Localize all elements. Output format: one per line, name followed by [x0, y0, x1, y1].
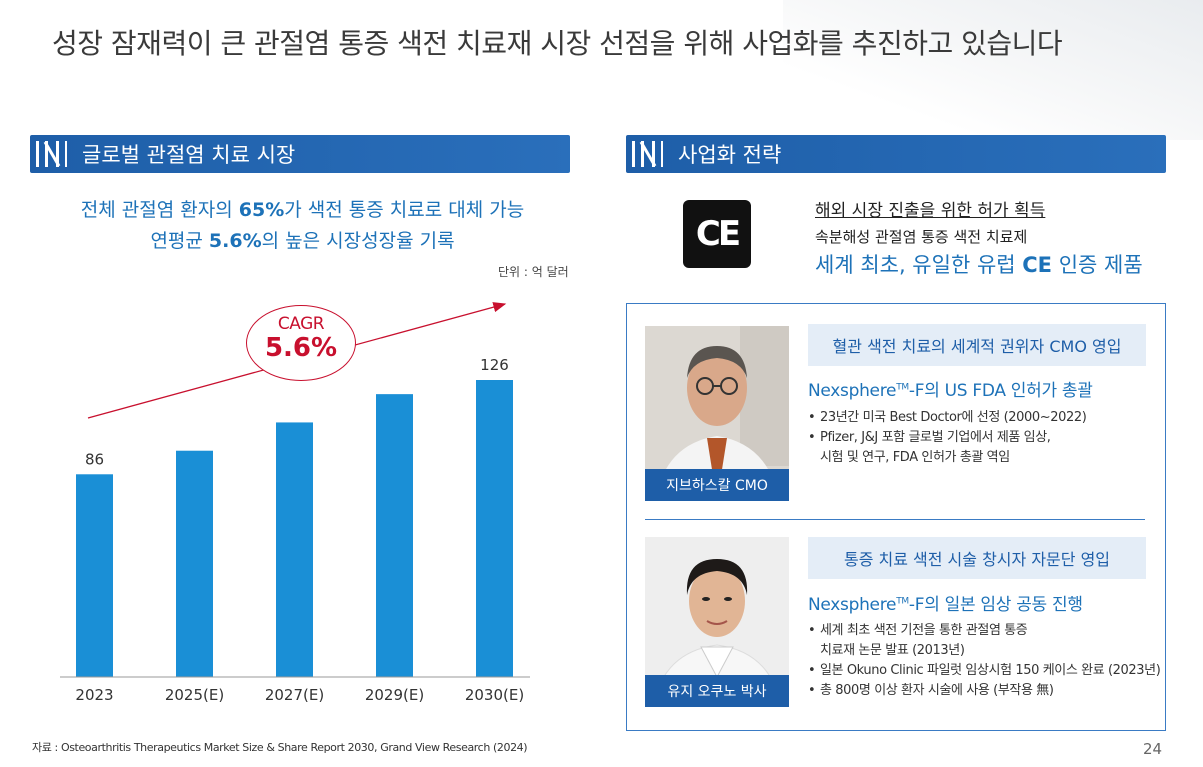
bar-2027(E)	[276, 422, 313, 677]
header-decoration	[783, 0, 1203, 140]
ce-mark-icon: CE	[683, 200, 751, 268]
brand-logo-icon	[30, 135, 74, 173]
section-title-market: 글로벌 관절염 치료 시장	[82, 143, 296, 167]
person1-highlight: NexsphereTM-F의 US FDA 인허가 총괄	[808, 381, 1093, 401]
x-tick-label: 2023	[75, 686, 113, 704]
cagr-value: 5.6%	[264, 333, 338, 363]
person1-photo: 지브하스칼 CMO	[645, 326, 789, 501]
person2-photo: 유지 오쿠노 박사	[645, 537, 789, 707]
list-item-continuation: 시험 및 연구, FDA 인허가 총괄 역임	[820, 450, 1010, 465]
cagr-label: CAGR	[277, 314, 325, 334]
x-tick-label: 2025(E)	[165, 686, 224, 704]
section-header-strategy: 사업화 전략	[626, 135, 1166, 173]
list-item: 23년간 미국 Best Doctor에 선정 (2000~2022)	[808, 408, 1087, 428]
section-header-market: 글로벌 관절염 치료 시장	[30, 135, 570, 173]
x-tick-label: 2029(E)	[365, 686, 424, 704]
person1-name-tag: 지브하스칼 CMO	[645, 469, 789, 501]
market-bar-chart: 2023 86 2025(E) 2027(E) 2029(E) 2030(E) 126	[60, 302, 530, 704]
page-number: 24	[1143, 740, 1163, 758]
list-item: 총 800명 이상 환자 시술에 사용 (부작용 無)	[808, 681, 1160, 701]
list-item-continuation: 치료재 논문 발표 (2013년)	[820, 643, 965, 658]
ce-subtitle: 속분해성 관절염 통증 색전 치료제	[815, 228, 1028, 246]
list-item: 세계 최초 색전 기전을 통한 관절염 통증	[808, 621, 1160, 641]
unit-label: 단위 : 억 달러	[498, 265, 569, 279]
person2-highlight: NexsphereTM-F의 일본 임상 공동 진행	[808, 595, 1083, 615]
source-note: 자료 : Osteoarthritis Therapeutics Market …	[32, 741, 528, 754]
x-tick-label: 2030(E)	[465, 686, 524, 704]
person2-role: 통증 치료 색전 시술 창시자 자문단 영입	[808, 537, 1146, 579]
section-title-strategy: 사업화 전략	[678, 143, 782, 167]
bar-2023	[76, 474, 113, 677]
headline-line-1: 전체 관절염 환자의 65%가 색전 통증 치료로 대체 가능	[80, 199, 525, 221]
person1-bullets: 23년간 미국 Best Doctor에 선정 (2000~2022) Pfiz…	[808, 408, 1087, 468]
brand-logo-icon	[626, 135, 670, 173]
person2-name-tag: 유지 오쿠노 박사	[645, 675, 789, 707]
person2-bullets: 세계 최초 색전 기전을 통한 관절염 통증 치료재 논문 발표 (2013년)…	[808, 621, 1161, 701]
person1-role: 혈관 색전 치료의 세계적 권위자 CMO 영입	[808, 324, 1146, 366]
bar-2025(E)	[176, 450, 213, 677]
x-tick-label: 2027(E)	[265, 686, 324, 704]
ce-headline: 세계 최초, 유일한 유럽 CE 인증 제품	[815, 253, 1143, 277]
ce-title: 해외 시장 진출을 위한 허가 획득	[815, 201, 1046, 221]
list-item: Pfizer, J&J 포함 글로벌 기업에서 제품 임상,	[808, 428, 1086, 448]
headline-line-2: 연평균 5.6%의 높은 시장성장율 기록	[150, 230, 455, 252]
data-label: 86	[85, 450, 104, 468]
divider	[645, 519, 1145, 520]
data-label: 126	[480, 356, 509, 374]
page-title: 성장 잠재력이 큰 관절염 통증 색전 치료재 시장 선점을 위해 사업화를 추…	[52, 27, 1063, 60]
bar-2029(E)	[376, 394, 413, 677]
list-item: 일본 Okuno Clinic 파일럿 임상시험 150 케이스 완료 (202…	[808, 661, 1161, 681]
cagr-badge: CAGR 5.6%	[246, 305, 356, 381]
bar-2030(E)	[476, 380, 513, 677]
